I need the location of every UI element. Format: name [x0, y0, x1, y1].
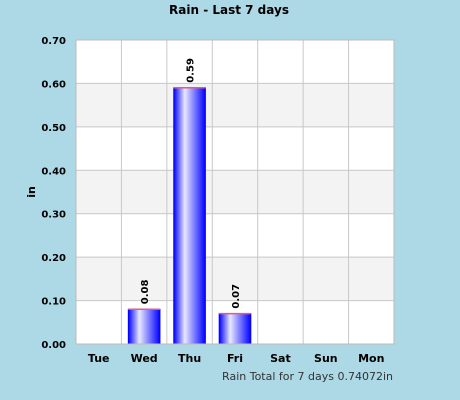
- x-tick-label: Mon: [358, 352, 384, 365]
- data-label-fri: 0.07: [231, 284, 242, 309]
- bar-thu: [173, 87, 206, 345]
- plot-band: [76, 170, 394, 214]
- y-tick-label: 0.20: [41, 253, 66, 264]
- plot-band: [76, 257, 394, 301]
- x-tick-label: Wed: [131, 352, 158, 365]
- bar-fri: [218, 313, 252, 345]
- x-tick-label: Sat: [270, 352, 291, 365]
- bar-wed: [127, 308, 161, 345]
- y-tick-label: 0.40: [41, 166, 66, 177]
- y-tick-label: 0.00: [41, 340, 66, 351]
- x-tick-label: Thu: [178, 352, 201, 365]
- y-tick-label: 0.50: [41, 123, 66, 134]
- x-tick-label: Tue: [88, 352, 110, 365]
- rain-total-footer: Rain Total for 7 days 0.74072in: [222, 370, 393, 383]
- plot-band: [76, 40, 394, 84]
- y-tick-label: 0.10: [41, 297, 66, 308]
- plot-band: [76, 126, 394, 171]
- data-label-thu: 0.59: [186, 58, 197, 83]
- plot-area: 0.00 0.10 0.20 0.30 0.40 0.50 0.60 0.70 Tue 0.08 W…: [41, 36, 395, 365]
- y-tick-label: 0.70: [41, 36, 66, 47]
- y-tick-label: 0.30: [41, 210, 66, 221]
- plot-band: [76, 213, 394, 258]
- chart-title: Rain - Last 7 days: [169, 3, 289, 17]
- x-tick-label: Sun: [314, 352, 338, 365]
- data-label-wed: 0.08: [140, 280, 151, 305]
- y-tick-label: 0.60: [41, 79, 66, 90]
- y-axis-label: in: [25, 186, 38, 198]
- plot-border: [75, 39, 395, 345]
- x-tick-label: Fri: [227, 352, 243, 365]
- plot-band: [76, 83, 394, 127]
